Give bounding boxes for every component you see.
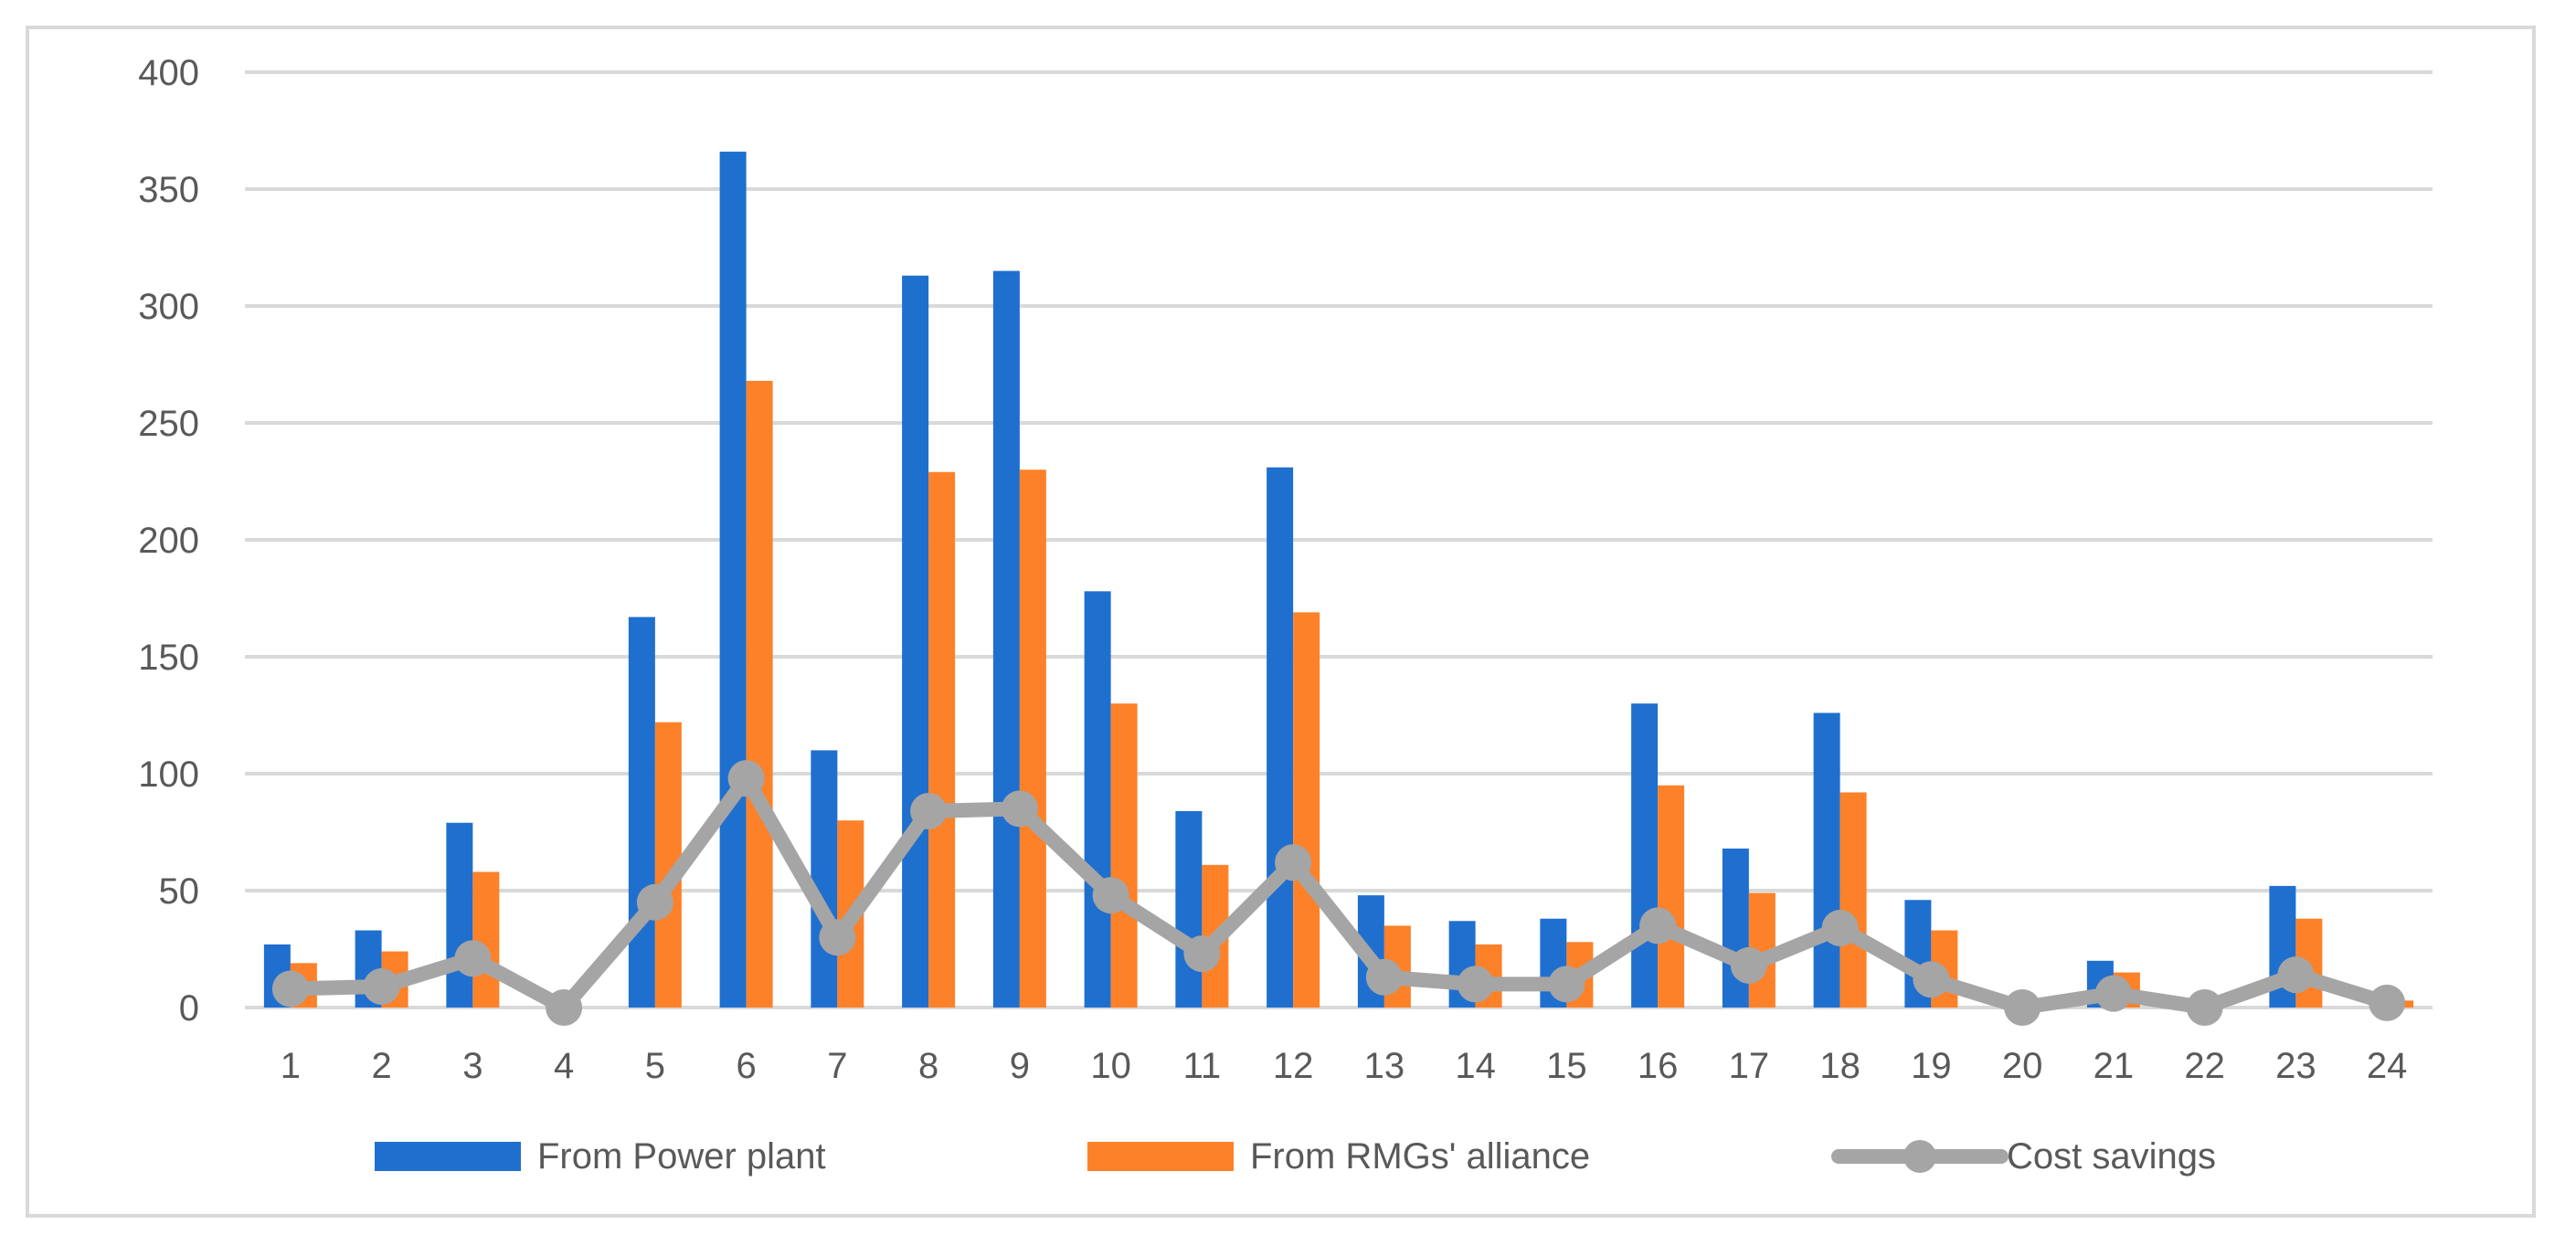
cost-savings-point-14 [1457,966,1494,1003]
cost-savings-point-17 [1730,946,1767,984]
bar-power-plant-5 [628,617,655,1008]
y-tick-label: 200 [138,521,199,561]
cost-savings-point-2 [363,967,400,1005]
cost-savings-point-3 [454,940,492,977]
y-tick-label: 400 [138,53,199,93]
x-tick-label: 14 [1455,1046,1496,1086]
bar-power-plant-6 [719,152,747,1008]
bar-power-plant-9 [992,270,1020,1008]
cost-savings-point-24 [2369,984,2406,1021]
legend: From Power plant From RMGs' alliance Cos… [375,1136,2216,1177]
cost-savings-point-13 [1365,958,1403,996]
x-tick-label: 7 [827,1046,847,1086]
x-tick-label: 2 [372,1046,392,1086]
legend-swatch-power-plant [375,1142,521,1171]
bar-power-plant-3 [446,822,473,1008]
x-tick-label: 11 [1183,1046,1222,1086]
bar-rmgs-alliance-10 [1110,703,1138,1008]
cost-savings-point-10 [1092,877,1129,914]
cost-savings-point-8 [910,792,948,829]
cost-savings-point-23 [2277,956,2315,994]
bar-power-plant-8 [902,275,929,1008]
cost-savings-point-7 [819,919,856,956]
y-tick-label: 50 [159,871,200,912]
x-tick-label: 21 [2094,1046,2135,1086]
cost-savings-point-15 [1548,966,1585,1003]
x-tick-label: 17 [1729,1046,1770,1086]
bar-rmgs-alliance-3 [472,871,500,1008]
cost-savings-line [271,760,2406,1026]
bar-power-plant-11 [1175,810,1203,1008]
bar-rmgs-alliance-6 [746,380,773,1008]
bar-rmgs-alliance-12 [1293,612,1320,1008]
cost-savings-point-12 [1275,844,1312,881]
bar-power-plant-17 [1722,848,1749,1008]
cost-savings-point-1 [271,970,309,1008]
cost-savings-point-22 [2186,989,2223,1026]
x-tick-label: 16 [1638,1046,1679,1086]
legend-label-power-plant: From Power plant [537,1136,826,1177]
cost-savings-point-6 [727,760,765,797]
grid [245,70,2433,1009]
x-tick-label: 13 [1364,1046,1405,1086]
y-tick-label: 100 [138,755,199,795]
cost-savings-polyline [282,771,2395,1015]
bar-power-plant-7 [811,750,838,1008]
cost-savings-point-11 [1183,935,1221,973]
cost-savings-point-5 [636,883,673,921]
x-tick-label: 4 [554,1046,574,1086]
x-tick-label: 3 [462,1046,482,1086]
bar-power-plant-12 [1267,467,1294,1008]
x-tick-label: 10 [1090,1046,1131,1086]
bar-power-plant-18 [1813,712,1840,1008]
cost-savings-point-19 [1913,961,1950,998]
bar-rmgs-alliance-18 [1839,792,1867,1008]
cost-savings-point-16 [1639,907,1677,945]
cost-savings-point-9 [1001,790,1038,828]
x-axis-ticks: 1 2 3 4 5 6 7 8 9 10 11 12 13 14 15 16 17 18 19 20 21 22 23 24 [281,1046,2408,1086]
bar-rmgs-alliance-9 [1019,470,1046,1008]
bar-rmgs-alliance-8 [928,471,956,1008]
x-tick-label: 22 [2184,1046,2225,1086]
x-tick-label: 20 [2002,1046,2043,1086]
y-tick-label: 250 [138,404,199,444]
y-tick-label: 0 [179,988,199,1029]
x-tick-label: 18 [1819,1046,1860,1086]
x-tick-label: 1 [281,1046,301,1086]
bar-power-plant-10 [1084,591,1111,1008]
y-tick-label: 300 [138,287,199,327]
cost-savings-point-20 [2004,989,2041,1026]
y-tick-label: 150 [138,638,199,678]
cost-savings-point-4 [546,989,583,1026]
cost-savings-point-18 [1821,909,1859,946]
y-tick-label: 350 [138,170,199,210]
x-tick-label: 23 [2275,1046,2316,1086]
bar-rmgs-alliance-16 [1658,785,1685,1008]
bar-power-plant-16 [1631,703,1659,1008]
legend-swatch-rmgs-alliance [1087,1142,1234,1171]
cost-savings-point-21 [2094,975,2132,1012]
x-tick-label: 15 [1546,1046,1587,1086]
x-tick-label: 9 [1010,1046,1030,1086]
legend-label-rmgs-alliance: From RMGs' alliance [1250,1136,1590,1177]
bars [263,152,2414,1008]
legend-marker-cost-savings [1903,1140,1936,1173]
x-tick-label: 24 [2367,1046,2408,1086]
x-tick-label: 5 [645,1046,665,1086]
x-tick-label: 8 [918,1046,938,1086]
x-tick-label: 12 [1273,1046,1314,1086]
y-axis-ticks: 0 50 100 150 200 250 300 350 400 [138,53,199,1029]
x-tick-label: 6 [737,1046,757,1086]
legend-label-cost-savings: Cost savings [2007,1136,2216,1177]
x-tick-label: 19 [1911,1046,1952,1086]
